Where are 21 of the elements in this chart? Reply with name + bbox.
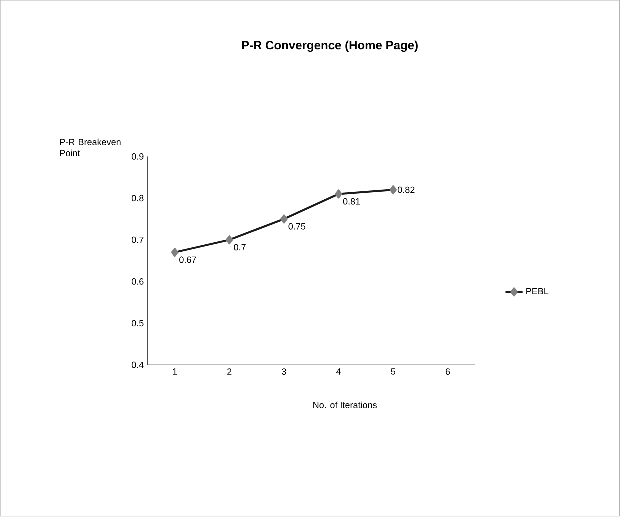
y-tick-label: 0.6: [132, 278, 144, 286]
y-tick-label: 0.9: [132, 154, 144, 160]
x-tick-label: 1: [173, 368, 178, 375]
y-tick-label: 0.8: [132, 195, 144, 202]
y-tick-label: 0.4: [132, 362, 144, 368]
x-tick-label: 4: [336, 368, 342, 375]
y-axis-title: P-R Breakeven Point: [60, 138, 121, 157]
y-tick-label: 0.7: [132, 236, 144, 244]
x-tick-label: 5: [391, 368, 396, 376]
data-label: 0.81: [343, 198, 360, 205]
data-label: 0.82: [398, 186, 415, 194]
data-label: 0.67: [180, 256, 196, 264]
data-label: 0.75: [288, 224, 306, 230]
data-label: 0.7: [234, 244, 246, 251]
x-tick-label: 6: [446, 368, 450, 376]
legend-label: PEBL: [526, 288, 549, 295]
y-tick-label: 0.5: [132, 320, 144, 327]
x-tick-label: 2: [228, 368, 232, 376]
x-axis-title: No. of Iterations: [314, 402, 377, 409]
chart-title: P-R Convergence (Home Page): [242, 40, 418, 52]
x-tick-label: 3: [282, 368, 286, 376]
